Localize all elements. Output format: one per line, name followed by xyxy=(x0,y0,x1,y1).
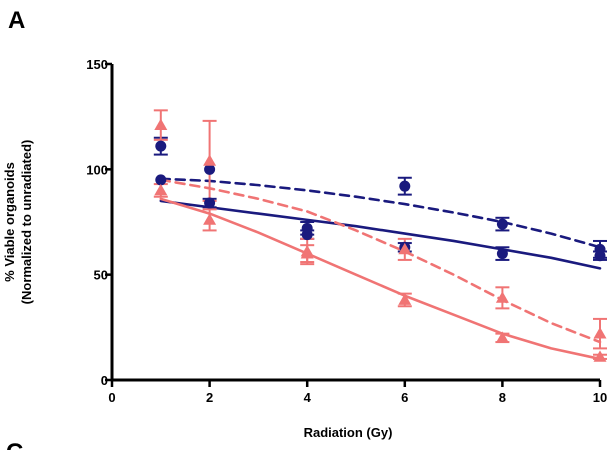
y-axis-title-line-1: % Viable organoids xyxy=(2,162,17,282)
fit-curve-2 xyxy=(159,199,602,270)
x-axis-title: Radiation (Gy) xyxy=(304,425,393,440)
data-point-2 xyxy=(301,222,313,234)
data-point-2 xyxy=(594,250,606,262)
data-point-4 xyxy=(300,247,314,259)
fit-curve-1 xyxy=(159,177,602,249)
data-point-3 xyxy=(593,327,607,339)
x-ticks: 0 2 4 6 8 10 xyxy=(108,380,607,405)
x-tick-label: 6 xyxy=(401,390,408,405)
data-point-3 xyxy=(203,154,217,166)
data-point-2 xyxy=(204,197,216,209)
x-tick-label: 10 xyxy=(593,390,607,405)
data-point-2 xyxy=(155,174,167,186)
axes: 0 2 4 6 8 10 0 50 100 150 xyxy=(86,57,607,405)
data-point-4 xyxy=(593,350,607,362)
data-point-3 xyxy=(495,291,509,303)
x-tick-label: 4 xyxy=(304,390,312,405)
data-point-4 xyxy=(203,213,217,225)
fit-curve-3 xyxy=(159,178,602,344)
data-markers xyxy=(154,118,607,362)
plot-area xyxy=(153,109,607,362)
y-axis-title: % Viable organoids (Normalized to unradi… xyxy=(2,140,34,305)
x-tick-label: 8 xyxy=(499,390,506,405)
data-point-1 xyxy=(155,140,167,152)
data-point-1 xyxy=(204,163,216,175)
data-point-1 xyxy=(496,218,508,230)
data-point-4 xyxy=(495,331,509,343)
data-point-4 xyxy=(154,183,168,196)
x-tick-label: 0 xyxy=(108,390,115,405)
y-tick-label: 100 xyxy=(86,162,108,177)
y-tick-label: 50 xyxy=(94,268,108,283)
y-tick-label: 150 xyxy=(86,57,108,72)
data-point-3 xyxy=(398,242,412,255)
data-point-3 xyxy=(154,118,168,130)
data-point-1 xyxy=(399,180,411,192)
x-tick-label: 2 xyxy=(206,390,213,405)
y-tick-label: 0 xyxy=(101,373,108,388)
lower-panel-letter: C xyxy=(6,439,23,450)
fit-curve-4 xyxy=(159,197,602,361)
y-axis-title-line-2: (Normalized to unradiated) xyxy=(19,140,34,305)
error-bars xyxy=(153,109,607,360)
panel-letter: A xyxy=(8,7,25,34)
data-point-2 xyxy=(496,248,508,260)
y-ticks: 0 50 100 150 xyxy=(86,57,112,388)
data-point-4 xyxy=(398,293,412,305)
fit-curves xyxy=(159,177,602,361)
